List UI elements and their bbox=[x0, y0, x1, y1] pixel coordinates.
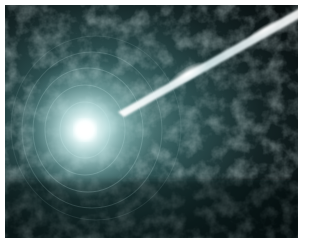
image-frame bbox=[0, 0, 303, 244]
quasar-picture bbox=[0, 0, 303, 244]
core bbox=[75, 120, 95, 140]
